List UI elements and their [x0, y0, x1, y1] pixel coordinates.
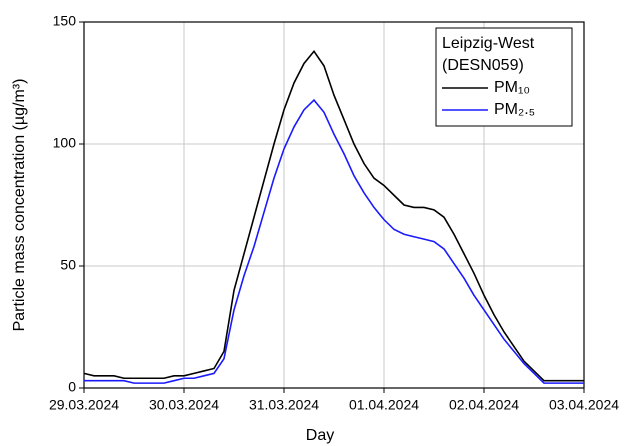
data-line — [84, 98, 584, 384]
x-tick-label: 02.04.2024 — [449, 397, 519, 413]
y-tick-label: 50 — [60, 257, 76, 273]
y-axis-label: Particle mass concentration (µg/m³) — [11, 79, 28, 332]
x-tick-label: 30.03.2024 — [149, 397, 219, 413]
legend-title: (DESN059) — [442, 57, 524, 74]
x-axis-label: Day — [306, 427, 334, 444]
legend-label: PM₂.₅ — [494, 101, 535, 118]
legend-title: Leipzig-West — [442, 35, 535, 52]
y-tick-label: 0 — [68, 379, 76, 395]
legend-label: PM₁₀ — [494, 79, 530, 96]
y-tick-label: 100 — [53, 135, 77, 151]
plot-frame — [83, 21, 585, 389]
data-line — [83, 49, 584, 382]
y-tick-label: 150 — [53, 13, 77, 29]
x-tick-label: 31.03.2024 — [249, 397, 319, 413]
x-tick-label: 03.04.2024 — [549, 397, 619, 413]
x-tick-label: 29.03.2024 — [49, 397, 119, 413]
x-tick-label: 01.04.2024 — [349, 397, 419, 413]
